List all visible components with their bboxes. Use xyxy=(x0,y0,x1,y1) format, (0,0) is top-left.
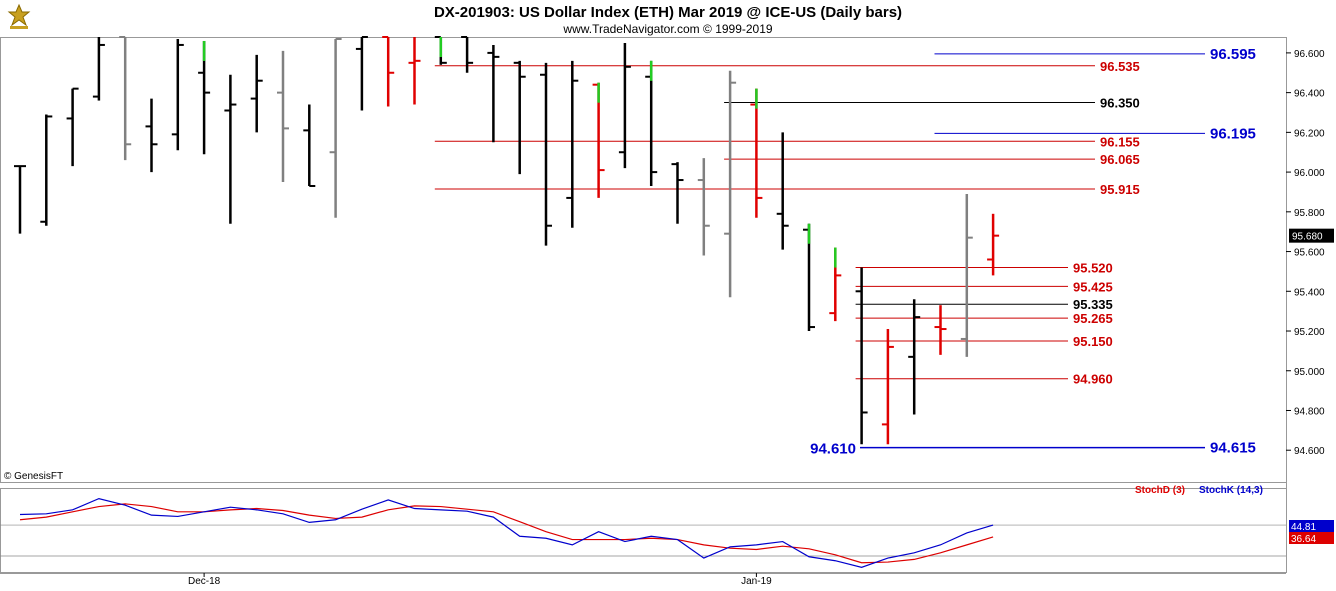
stoch-k-value-box xyxy=(1289,520,1334,532)
level-label: 96.535 xyxy=(1100,59,1140,74)
ohlc-bar xyxy=(277,50,289,183)
ohlc-bar xyxy=(855,267,868,445)
ohlc-bar xyxy=(540,62,552,246)
ohlc-bar xyxy=(513,60,526,175)
stoch-d-value: 36.64 xyxy=(1291,534,1316,545)
ohlc-bar xyxy=(461,36,474,73)
ohlc-bar xyxy=(724,70,737,298)
level-label: 95.520 xyxy=(1073,260,1113,275)
ohlc-bar xyxy=(66,87,79,167)
y-tick-label: 94.800 xyxy=(1294,406,1325,417)
chart-title: DX-201903: US Dollar Index (ETH) Mar 201… xyxy=(434,4,902,21)
ohlc-bar xyxy=(671,162,684,224)
ohlc-bar xyxy=(171,38,184,151)
y-tick-label: 96.200 xyxy=(1294,128,1325,139)
level-label: 95.335 xyxy=(1073,297,1113,312)
level-label: 96.155 xyxy=(1100,134,1140,149)
stoch-k-value: 44.81 xyxy=(1291,522,1316,533)
ohlc-bar xyxy=(119,36,132,161)
y-tick-label: 96.000 xyxy=(1294,168,1325,179)
low-right-label: 94.615 xyxy=(1210,440,1256,457)
level-label: 95.425 xyxy=(1073,279,1113,294)
ohlc-bar xyxy=(829,247,842,322)
ohlc-bar xyxy=(382,36,395,107)
stoch-d-line xyxy=(19,503,994,564)
level-label: 96.065 xyxy=(1100,152,1140,167)
y-tick-label: 95.600 xyxy=(1294,248,1325,259)
copyright-label: © GenesisFT xyxy=(4,471,63,482)
stoch-k-line xyxy=(19,497,994,568)
price-axis: 94.600 94.800 95.000 95.200 95.400 95.600 95.8… xyxy=(1286,49,1334,457)
stoch-k-legend: StochK (14,3) xyxy=(1199,485,1263,496)
y-tick-label: 95.400 xyxy=(1294,287,1325,298)
level-label: 96.350 xyxy=(1100,96,1140,111)
ohlc-bar xyxy=(303,104,316,187)
last-price-label: 95.680 xyxy=(1292,232,1323,243)
ohlc-bar xyxy=(224,74,237,224)
ohlc-bar xyxy=(145,98,158,173)
level-lines: 96.595 96.535 96.350 96.195 96.155 96.065 95.9… xyxy=(434,46,1256,458)
ohlc-bar xyxy=(40,114,53,226)
ohlc-bar xyxy=(592,82,605,198)
last-price-box xyxy=(1289,228,1334,243)
ohlc-bar xyxy=(329,37,342,218)
ohlc-bar xyxy=(92,37,105,101)
level-label: 95.265 xyxy=(1073,311,1113,326)
ohlc-bar xyxy=(250,54,263,133)
ohlc-bar xyxy=(881,329,894,445)
y-tick-label: 96.600 xyxy=(1294,49,1325,60)
genesis-logo xyxy=(4,2,34,32)
x-tick-label: Jan-19 xyxy=(741,576,772,587)
level-label: 95.915 xyxy=(1100,182,1140,197)
ohlc-bar xyxy=(697,158,710,256)
chart-subtitle: www.TradeNavigator.com © 1999-2019 xyxy=(562,22,772,36)
level-label: 95.150 xyxy=(1073,334,1113,349)
y-tick-label: 95.200 xyxy=(1294,327,1325,338)
ohlc-bar xyxy=(434,36,447,65)
level-label: 96.195 xyxy=(1210,125,1256,142)
ohlc-bar xyxy=(487,44,500,143)
low-left-label: 94.610 xyxy=(810,441,856,458)
level-label: 94.960 xyxy=(1073,372,1113,387)
ohlc-bar xyxy=(987,213,1000,276)
time-axis: Dec-18 Jan-19 xyxy=(188,573,772,587)
y-tick-label: 95.800 xyxy=(1294,208,1325,219)
ohlc-bar xyxy=(618,42,631,169)
level-label: 96.595 xyxy=(1210,46,1256,63)
ohlc-bar xyxy=(934,305,947,355)
y-tick-label: 96.400 xyxy=(1294,89,1325,100)
stoch-d-value-box xyxy=(1289,532,1334,544)
ohlc-bar xyxy=(645,60,658,186)
ohlc-bar xyxy=(14,165,26,234)
ohlc-bar xyxy=(776,132,789,250)
stoch-d-legend: StochD (3) xyxy=(1135,485,1185,496)
ohlc-bar xyxy=(908,299,921,415)
ohlc-bar xyxy=(408,37,421,105)
y-tick-label: 95.000 xyxy=(1294,367,1325,378)
x-tick-label: Dec-18 xyxy=(188,576,221,587)
ohlc-bar xyxy=(198,40,211,155)
ohlc-bar xyxy=(750,88,763,218)
price-bars xyxy=(14,36,1000,445)
y-tick-label: 94.600 xyxy=(1294,446,1325,457)
ohlc-bar xyxy=(960,193,973,357)
ohlc-bar xyxy=(803,223,815,332)
ohlc-bar xyxy=(355,36,368,111)
ohlc-bar xyxy=(566,60,579,228)
